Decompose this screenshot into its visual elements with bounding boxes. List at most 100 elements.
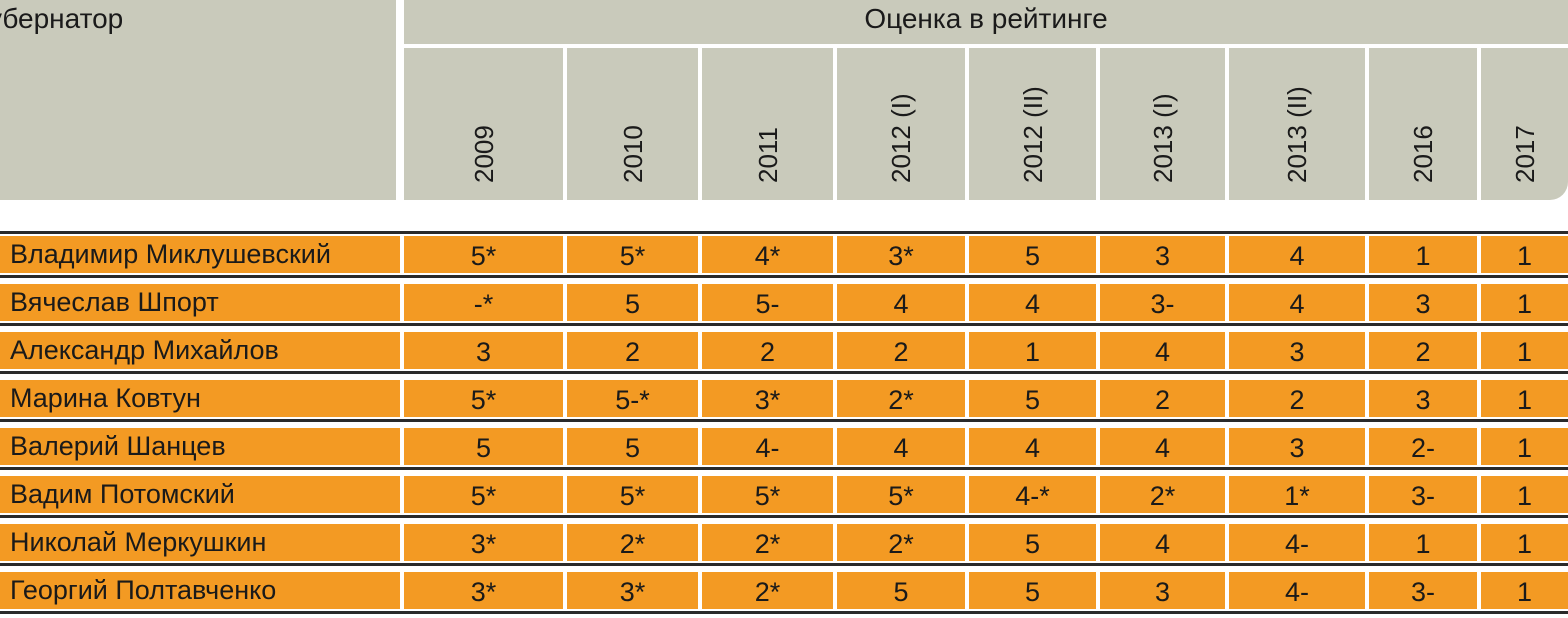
rating-cell: 5 (969, 236, 1096, 273)
table-row: Вячеслав Шпорт -* 5 5- 4 4 3- 4 3 1 (0, 284, 1568, 321)
row-divider (0, 563, 1568, 566)
rating-cell: 4 (1100, 428, 1225, 465)
rating-cell: 1 (1481, 524, 1568, 561)
rating-cell: 2* (567, 524, 698, 561)
year-header-cell: 2013 (I) (1100, 48, 1225, 200)
year-header-cell: 2016 (1369, 48, 1477, 200)
rating-cell: 5 (969, 572, 1096, 609)
governor-name: Вадим Потомский (0, 476, 400, 513)
year-header-cell: 2009 (404, 48, 563, 200)
rating-cell: 1 (1481, 236, 1568, 273)
table-row: Владимир Миклушевский 5* 5* 4* 3* 5 3 4 1 1 (0, 236, 1568, 273)
rating-cell: 5 (969, 380, 1096, 417)
table-row: Вадим Потомский 5* 5* 5* 5* 4-* 2* 1* 3- 1 (0, 476, 1568, 513)
year-header-label: 2012 (II) (1017, 86, 1048, 183)
rating-cell: 2* (702, 524, 833, 561)
rating-cell: 4- (1229, 524, 1365, 561)
governor-name: Вячеслав Шпорт (0, 284, 400, 321)
rating-cell: 4* (702, 236, 833, 273)
rating-cell: 1 (1481, 428, 1568, 465)
row-divider (0, 419, 1568, 422)
rating-cell: 4-* (969, 476, 1096, 513)
rating-cell: 3- (1100, 284, 1225, 321)
rating-cell: 4- (1229, 572, 1365, 609)
rating-header: Оценка в рейтинге (404, 0, 1568, 48)
rating-cell: 2 (1100, 380, 1225, 417)
rating-cell: 3* (404, 524, 563, 561)
rating-cell: -* (404, 284, 563, 321)
year-header-cell: 2011 (702, 48, 833, 200)
year-header-label: 2010 (617, 125, 648, 183)
governor-header-label: убернатор (0, 3, 124, 34)
rating-cell: 2* (837, 380, 965, 417)
rating-cell: 1 (1369, 236, 1477, 273)
rating-cell: 2* (837, 524, 965, 561)
row-divider (0, 371, 1568, 374)
year-header-cell: 2017 (1481, 48, 1568, 200)
table-row: Марина Ковтун 5* 5-* 3* 2* 5 2 2 3 1 (0, 380, 1568, 417)
governor-name: Георгий Полтавченко (0, 572, 400, 609)
year-header-label: 2013 (II) (1282, 86, 1312, 183)
table-row: Николай Меркушкин 3* 2* 2* 2* 5 4 4- 1 1 (0, 524, 1568, 561)
rating-cell: 5* (404, 380, 563, 417)
row-divider (0, 231, 1568, 234)
row-divider (0, 467, 1568, 470)
rating-cell: 4- (702, 428, 833, 465)
rating-cell: 2 (1369, 332, 1477, 369)
rating-cell: 5* (702, 476, 833, 513)
rating-cell: 3 (1100, 572, 1225, 609)
rating-cell: 5* (837, 476, 965, 513)
rating-cell: 4 (837, 284, 965, 321)
rating-cell: 3 (1369, 380, 1477, 417)
rating-cell: 4 (1100, 332, 1225, 369)
row-divider (0, 275, 1568, 278)
rating-cell: 1 (1481, 572, 1568, 609)
year-header-cell: 2012 (I) (837, 48, 965, 200)
year-header-label: 2011 (752, 127, 783, 183)
rating-cell: 4 (1229, 284, 1365, 321)
rating-cell: 3 (404, 332, 563, 369)
rating-cell: 4 (837, 428, 965, 465)
year-header-cell: 2013 (II) (1229, 48, 1365, 200)
rating-cell: 5 (969, 524, 1096, 561)
year-header-label: 2013 (I) (1147, 93, 1178, 183)
rating-cell: 4 (969, 428, 1096, 465)
year-header-label: 2017 (1509, 125, 1540, 183)
rating-cell: 3* (404, 572, 563, 609)
rating-cell: 1 (1481, 332, 1568, 369)
governor-name: Александр Михайлов (0, 332, 400, 369)
governor-name: Валерий Шанцев (0, 428, 400, 465)
governor-name: Владимир Миклушевский (0, 236, 400, 273)
rating-cell: 5* (567, 236, 698, 273)
rating-cell: 2* (1100, 476, 1225, 513)
rating-cell: 3* (837, 236, 965, 273)
governor-name: Марина Ковтун (0, 380, 400, 417)
rating-cell: 3 (1229, 332, 1365, 369)
row-divider (0, 515, 1568, 518)
year-header-label: 2009 (468, 125, 499, 183)
governor-name: Николай Меркушкин (0, 524, 400, 561)
row-divider (0, 611, 1568, 614)
rating-cell: 2 (837, 332, 965, 369)
rating-cell: 5-* (567, 380, 698, 417)
rating-cell: 5 (404, 428, 563, 465)
rating-cell: 3 (1229, 428, 1365, 465)
rating-cell: 5 (837, 572, 965, 609)
rating-cell: 5* (404, 236, 563, 273)
rating-cell: 1 (1481, 380, 1568, 417)
rating-cell: 3- (1369, 476, 1477, 513)
rating-cell: 1 (1481, 476, 1568, 513)
rating-cell: 3- (1369, 572, 1477, 609)
rating-cell: 1 (969, 332, 1096, 369)
rating-cell: 1 (1369, 524, 1477, 561)
governor-column-header: убернатор (0, 0, 400, 200)
table-row: Валерий Шанцев 5 5 4- 4 4 4 3 2- 1 (0, 428, 1568, 465)
rating-cell: 2 (1229, 380, 1365, 417)
rating-cell: 1* (1229, 476, 1365, 513)
rating-cell: 4 (969, 284, 1096, 321)
rating-cell: 5- (702, 284, 833, 321)
year-header-label: 2016 (1408, 125, 1438, 183)
row-divider (0, 323, 1568, 326)
rating-cell: 2 (567, 332, 698, 369)
rating-cell: 5 (567, 428, 698, 465)
